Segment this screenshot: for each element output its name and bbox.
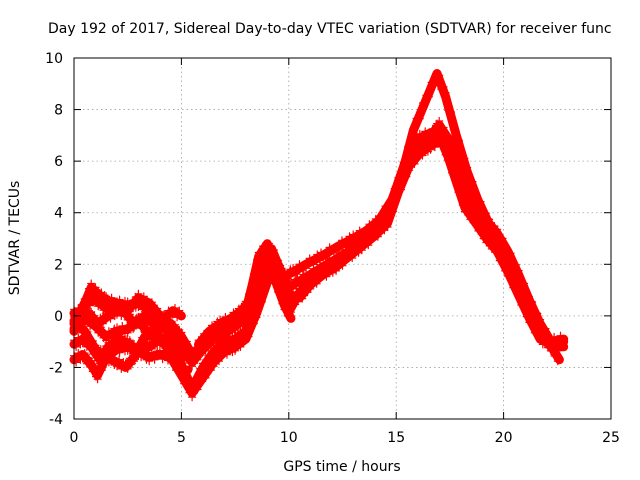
plot-frame — [73, 57, 612, 420]
y-tick-label: 8 — [54, 103, 63, 119]
x-tick-label: 25 — [602, 430, 620, 446]
y-tick-label: 4 — [54, 206, 63, 222]
y-tick-label: -2 — [49, 360, 63, 376]
x-axis: 0 5 10 15 20 25 — [70, 58, 620, 446]
series-line-sat-d — [69, 128, 569, 398]
y-tick-label: 2 — [54, 257, 63, 273]
y-tick-label: 10 — [45, 51, 63, 67]
y-tick-label: 0 — [54, 309, 63, 325]
x-tick-label: 5 — [177, 430, 186, 446]
x-tick-label: 10 — [280, 430, 298, 446]
series-layer — [69, 69, 569, 402]
x-tick-label: 20 — [495, 430, 513, 446]
y-axis-label: SDTVAR / TECUs — [7, 181, 23, 296]
series-markers-sat-h — [194, 262, 294, 350]
y-tick-label: 6 — [54, 154, 63, 170]
x-tick-label: 0 — [70, 430, 79, 446]
chart-title: Day 192 of 2017, Sidereal Day-to-day VTE… — [48, 21, 612, 37]
y-axis: -4 -2 0 2 4 6 8 10 — [45, 51, 611, 428]
y-tick-label: -4 — [49, 412, 63, 428]
x-tick-label: 15 — [387, 430, 405, 446]
x-axis-label: GPS time / hours — [283, 459, 400, 475]
